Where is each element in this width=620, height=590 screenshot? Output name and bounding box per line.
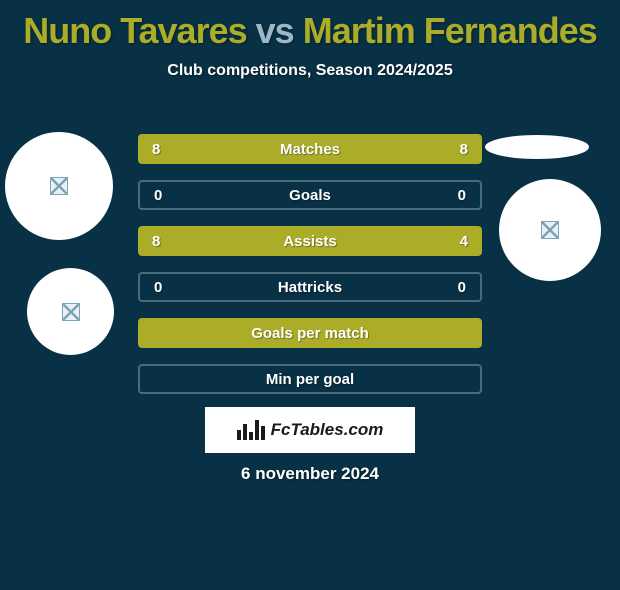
brand-logo-icon — [237, 420, 265, 440]
stat-label: Goals per match — [172, 325, 448, 342]
brand-badge: FcTables.com — [205, 407, 415, 453]
stat-label: Goals — [174, 187, 446, 204]
broken-image-icon — [541, 221, 559, 239]
subtitle: Club competitions, Season 2024/2025 — [0, 62, 620, 80]
player2-avatar — [499, 179, 601, 281]
player1-avatar — [5, 132, 113, 240]
brand-text: FcTables.com — [271, 420, 384, 440]
broken-image-icon — [62, 303, 80, 321]
vs-text: vs — [256, 10, 294, 51]
stat-row: 8Assists4 — [138, 226, 482, 256]
stat-label: Hattricks — [174, 279, 446, 296]
stat-label: Min per goal — [174, 371, 446, 388]
stat-row: Min per goal — [138, 364, 482, 394]
stat-row: Goals per match — [138, 318, 482, 348]
stat-value-right: 0 — [446, 187, 466, 204]
broken-image-icon — [50, 177, 68, 195]
player1-name: Nuno Tavares — [23, 10, 246, 51]
stat-value-left: 0 — [154, 279, 174, 296]
stat-label: Assists — [172, 233, 448, 250]
player1-club-avatar — [27, 268, 114, 355]
date-text: 6 november 2024 — [0, 464, 620, 484]
stat-value-right: 8 — [448, 141, 468, 158]
stat-row: 0Hattricks0 — [138, 272, 482, 302]
stat-row: 0Goals0 — [138, 180, 482, 210]
stat-value-right: 0 — [446, 279, 466, 296]
stat-value-left: 8 — [152, 233, 172, 250]
stat-value-right: 4 — [448, 233, 468, 250]
stat-label: Matches — [172, 141, 448, 158]
stat-row: 8Matches8 — [138, 134, 482, 164]
decorative-ellipse — [485, 135, 589, 159]
stat-value-left: 0 — [154, 187, 174, 204]
comparison-title: Nuno Tavares vs Martim Fernandes — [0, 10, 620, 52]
player2-name: Martim Fernandes — [303, 10, 597, 51]
stats-bars: 8Matches80Goals08Assists40Hattricks0Goal… — [138, 134, 482, 410]
stat-value-left: 8 — [152, 141, 172, 158]
